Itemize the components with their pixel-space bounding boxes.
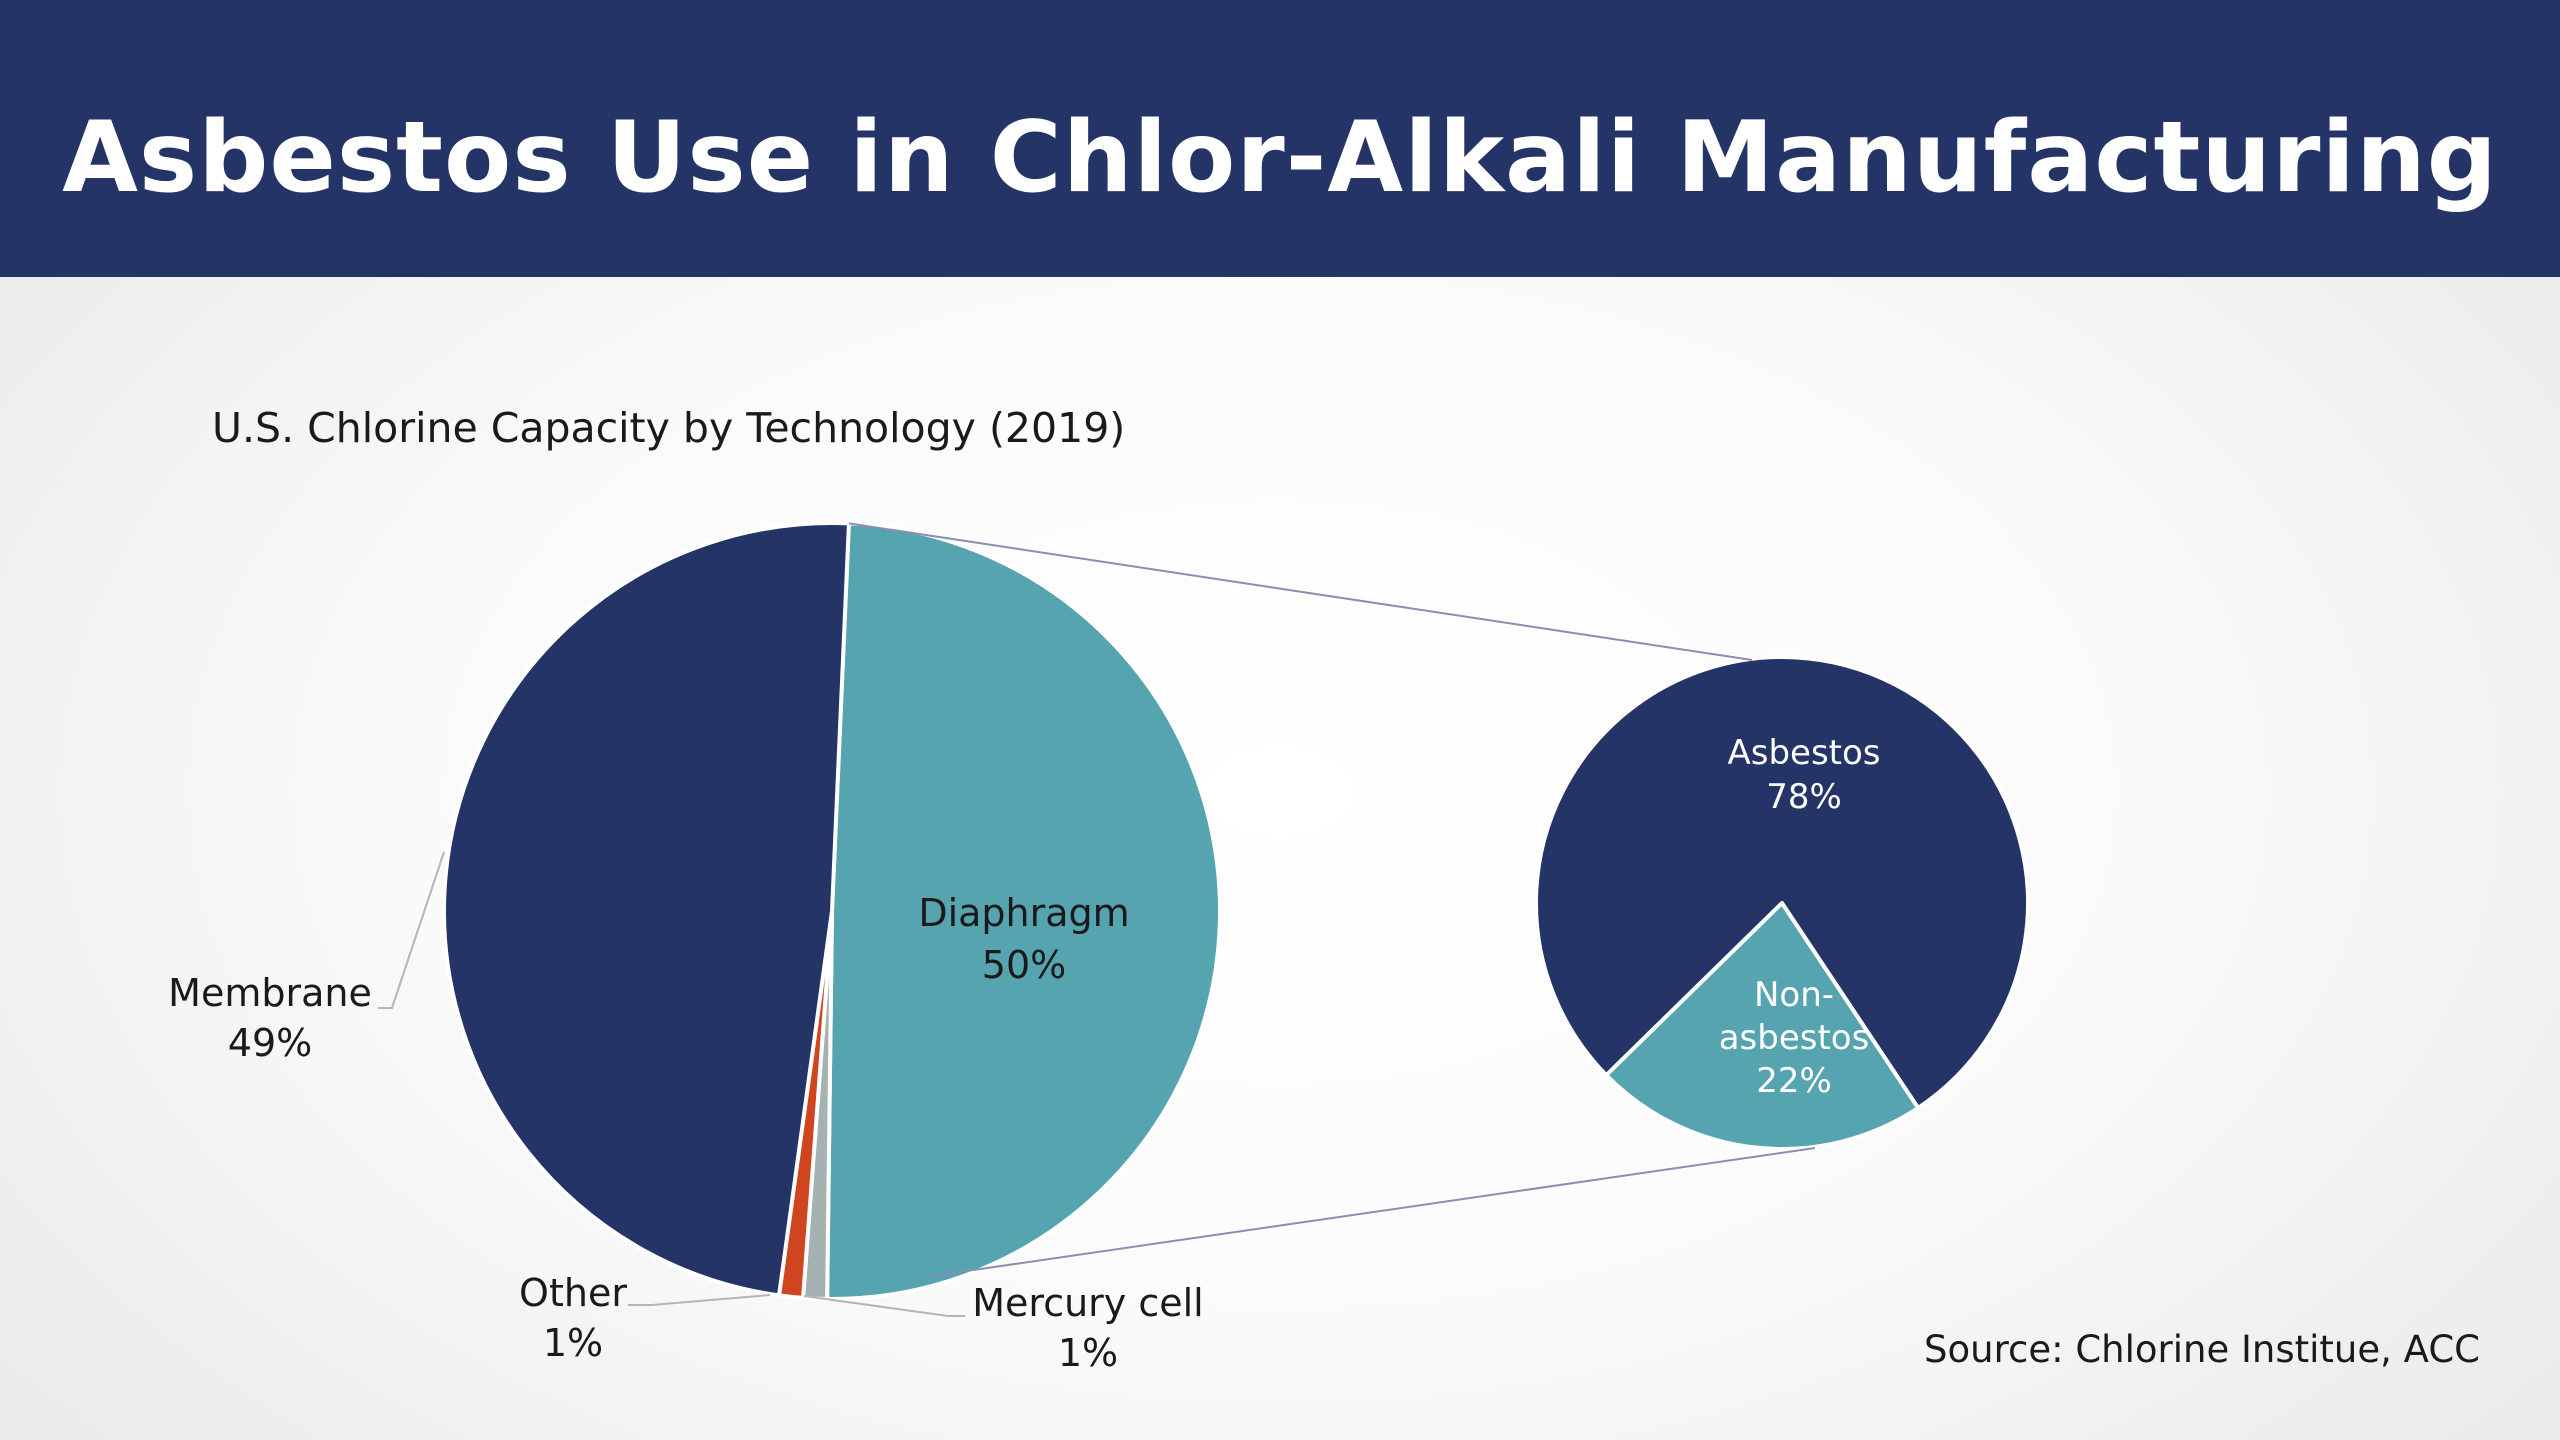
label-membrane-name: Membrane: [168, 971, 372, 1015]
connector-line-bottom: [931, 1147, 1816, 1277]
label-diaphragm-value: 50%: [982, 943, 1066, 987]
leader-line-other: [628, 1294, 771, 1306]
leader-line-mercury-cell: [803, 1295, 965, 1317]
label-other-name: Other: [519, 1271, 627, 1315]
label-non-asbestos-name-line2: asbestos: [1719, 1018, 1870, 1058]
slice-membrane: [442, 520, 851, 1298]
label-non-asbestos-name-line1: Non-: [1754, 975, 1834, 1015]
slide-title: Asbestos Use in Chlor-Alkali Manufacturi…: [62, 101, 2498, 215]
title-bar: [0, 0, 2560, 277]
chart-title: U.S. Chlorine Capacity by Technology (20…: [212, 404, 1126, 452]
label-membrane-value: 49%: [228, 1021, 312, 1065]
label-mercury-cell-value: 1%: [1058, 1331, 1118, 1375]
label-asbestos-value: 78%: [1766, 777, 1842, 817]
label-mercury-cell-name: Mercury cell: [972, 1281, 1204, 1325]
source-note: Source: Chlorine Institue, ACC: [1924, 1328, 2480, 1371]
sub-slice-asbestos: [1534, 655, 2030, 1110]
connector-line-top: [848, 522, 1753, 661]
label-diaphragm-name: Diaphragm: [918, 891, 1129, 935]
label-non-asbestos-value: 22%: [1756, 1061, 1832, 1101]
leader-line-membrane: [378, 851, 445, 1009]
sub-slice-non-asbestos: [1604, 901, 1921, 1151]
label-other-value: 1%: [543, 1321, 603, 1365]
label-asbestos-name: Asbestos: [1727, 733, 1880, 773]
slice-diaphragm: [825, 521, 1222, 1301]
